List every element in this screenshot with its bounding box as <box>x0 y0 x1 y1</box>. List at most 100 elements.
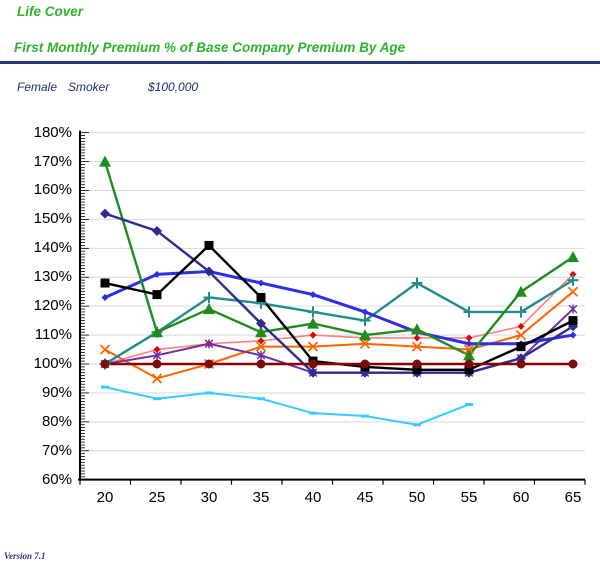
cyan-dash-marker <box>413 423 421 427</box>
chart-title: First Monthly Premium % of Base Company … <box>14 40 406 55</box>
base-company-marker <box>568 359 578 369</box>
orange-x-marker <box>151 373 163 384</box>
pink-red-diamond-marker <box>413 334 421 342</box>
y-axis-tick-label: 170% <box>33 152 72 170</box>
black-square-marker <box>412 365 422 375</box>
royal-blue-marker <box>101 293 109 301</box>
green-triangle-marker <box>411 323 423 335</box>
base-company-marker <box>412 359 422 369</box>
x-axis-tick-label: 45 <box>356 489 374 506</box>
black-square-marker <box>100 278 110 288</box>
royal-blue-marker <box>361 308 369 316</box>
series-line-pink-red-diamond <box>104 273 574 365</box>
cyan-dash-marker <box>465 402 473 406</box>
y-axis-tick-label: 100% <box>33 355 72 372</box>
x-axis-tick-label: 35 <box>252 489 270 506</box>
black-square-marker <box>568 316 578 326</box>
cyan-dash-marker <box>101 385 109 389</box>
orange-x-marker <box>255 341 267 352</box>
page-title: Life Cover <box>17 4 84 19</box>
base-company-marker <box>308 359 318 369</box>
navy-diamond-marker <box>100 208 110 219</box>
royal-blue-marker <box>257 279 265 287</box>
cyan-dash-marker <box>205 391 213 395</box>
y-axis-tick-label: 160% <box>33 181 72 199</box>
base-company-marker <box>256 359 266 369</box>
pink-red-diamond-marker <box>309 331 317 339</box>
y-axis-tick-label: 150% <box>33 210 72 228</box>
pink-red-diamond-marker <box>517 322 525 330</box>
orange-x-marker <box>567 286 579 297</box>
black-square-marker <box>152 290 162 300</box>
series-markers-base-company <box>100 359 578 369</box>
purple-asterisk-marker <box>152 350 162 360</box>
series-line-royal-blue <box>104 269 574 346</box>
cyan-dash-marker <box>257 397 265 401</box>
cyan-dash-marker <box>361 414 369 418</box>
teal-plus-marker <box>359 315 371 327</box>
green-triangle-marker <box>359 329 371 341</box>
x-axis-tick-label: 55 <box>460 489 478 506</box>
pink-red-diamond-marker <box>465 334 473 342</box>
series-line-teal-plus <box>104 279 574 366</box>
purple-asterisk-marker <box>568 304 578 314</box>
pink-red-diamond-marker <box>569 270 577 278</box>
green-triangle-marker <box>307 317 319 329</box>
purple-asterisk-marker <box>256 350 266 360</box>
green-triangle-marker <box>567 250 579 263</box>
cyan-dash-marker <box>153 397 161 401</box>
y-axis-tick-label: 120% <box>33 297 72 315</box>
sum-assured-label: $100,000 <box>148 80 199 94</box>
royal-blue-marker <box>569 331 577 339</box>
black-square-marker <box>516 342 526 352</box>
x-axis-tick-label: 40 <box>304 489 322 506</box>
base-company-marker <box>100 359 110 369</box>
green-triangle-marker <box>463 349 475 361</box>
y-axis-tick-label: 130% <box>33 268 72 286</box>
orange-x-marker <box>99 344 111 355</box>
orange-x-marker <box>307 341 319 352</box>
green-triangle-marker <box>99 155 111 167</box>
black-square-marker <box>256 292 266 302</box>
teal-plus-marker <box>203 291 215 303</box>
navy-diamond-marker <box>256 318 266 329</box>
navy-diamond-marker <box>152 225 162 236</box>
navy-diamond-marker <box>204 266 214 277</box>
series-line-green-triangle <box>103 161 574 357</box>
y-axis-tick-label: 60% <box>41 470 72 488</box>
x-axis-tick-label: 30 <box>200 489 218 506</box>
x-axis-tick-label: 50 <box>408 489 426 506</box>
teal-plus-marker <box>307 306 319 318</box>
teal-plus-marker <box>567 274 579 286</box>
teal-plus-marker <box>515 306 527 318</box>
y-axis-tick-label: 90% <box>41 383 72 401</box>
green-triangle-marker <box>515 285 527 297</box>
purple-asterisk-marker <box>204 339 214 349</box>
version-label: Version 7.1 <box>4 551 46 561</box>
green-triangle-marker <box>255 326 267 338</box>
black-square-marker <box>464 365 474 375</box>
orange-x-marker <box>411 341 423 352</box>
teal-plus-marker <box>411 277 423 289</box>
base-company-marker <box>516 359 526 369</box>
series-line-cyan-dash <box>104 386 470 426</box>
teal-plus-marker <box>463 306 475 318</box>
cyan-dash-marker <box>309 411 317 415</box>
base-company-marker <box>464 359 474 369</box>
series-markers-green-triangle <box>99 155 579 361</box>
pink-red-diamond-marker <box>153 346 161 354</box>
black-square-marker <box>204 240 214 250</box>
navy-diamond-marker <box>308 367 318 378</box>
orange-x-marker <box>515 329 527 341</box>
y-axis-tick-label: 110% <box>34 326 72 344</box>
smoker-status-label: Smoker <box>68 80 110 94</box>
y-axis-tick-label: 180% <box>33 123 72 141</box>
orange-x-marker <box>359 338 371 349</box>
y-axis-tick-label: 80% <box>41 412 72 430</box>
y-axis-tick-label: 140% <box>33 239 72 257</box>
royal-blue-marker <box>153 270 161 278</box>
green-triangle-marker <box>151 326 163 338</box>
x-axis-tick-label: 65 <box>564 489 582 506</box>
